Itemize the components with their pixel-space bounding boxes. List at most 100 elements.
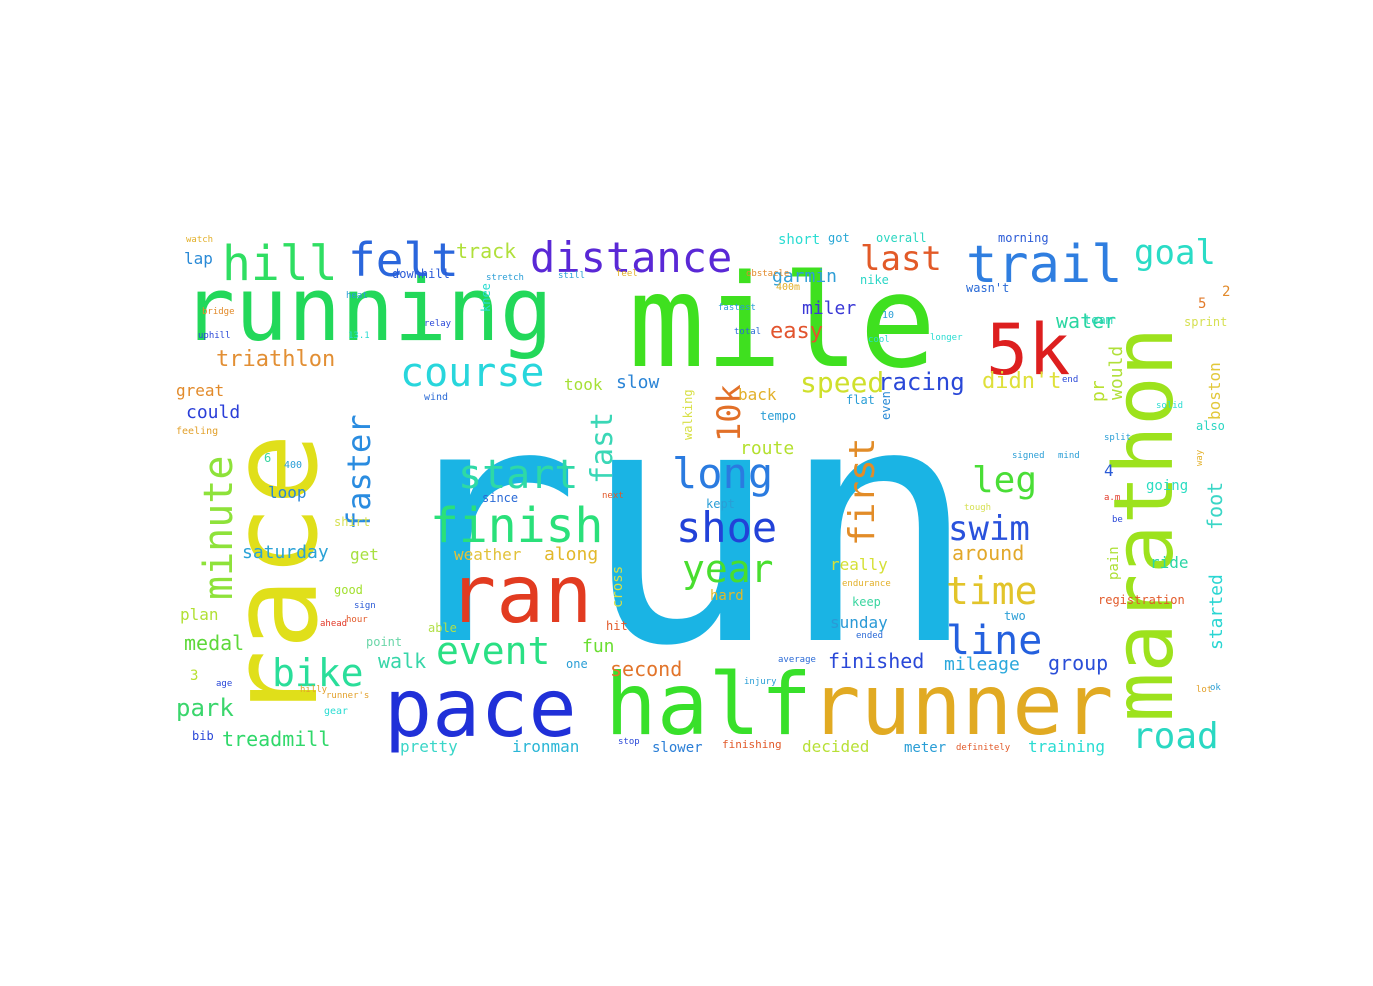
word-started: started (1206, 574, 1227, 650)
word-track: track (456, 239, 516, 263)
word-start: start (458, 452, 578, 498)
word-team: team (1084, 313, 1113, 327)
word-around: around (952, 541, 1024, 565)
word-average: average (778, 655, 816, 665)
word-ok: ok (1210, 683, 1221, 693)
word-hill: hill (222, 236, 338, 292)
word-a-m: a.m (1104, 493, 1120, 503)
word-meter: meter (904, 740, 946, 756)
word-ironman: ironman (512, 737, 579, 756)
word-first: first (842, 438, 883, 546)
word-way: way (1195, 449, 1205, 466)
word-feeling: feeling (176, 426, 218, 437)
word-along: along (544, 544, 598, 565)
word-run: run (382, 334, 978, 718)
word-would: would (1106, 346, 1127, 400)
word-6: 6 (264, 451, 271, 465)
word-race: race (206, 433, 345, 722)
word-half: half (605, 655, 812, 755)
word-runner: runner (810, 656, 1113, 754)
word-decided: decided (802, 737, 869, 756)
word-got: got (828, 231, 850, 245)
word-park: park (176, 694, 234, 722)
word-long: long (672, 449, 773, 498)
word-triathlon: triathlon (216, 347, 335, 372)
word-obstacle: obstacle (746, 269, 789, 279)
word-solid: solid (1156, 401, 1183, 411)
word-one: one (566, 657, 588, 671)
word-shirt: shirt (334, 515, 370, 529)
word-good: good (334, 583, 363, 597)
word-mileage: mileage (944, 654, 1020, 675)
word-speed: speed (800, 366, 884, 399)
word-event: event (436, 629, 550, 673)
word-hilly: hilly (300, 685, 328, 695)
word-walk: walk (378, 649, 426, 673)
word-hour: hour (346, 615, 368, 625)
word-lap: lap (184, 249, 213, 268)
word-injury: injury (744, 677, 777, 687)
word-fast: fast (585, 412, 620, 484)
word-sunday: sunday (830, 613, 888, 632)
word-kept: kept (706, 497, 735, 511)
word-gear: gear (324, 706, 348, 717)
word-cross: cross (610, 566, 626, 608)
word-foot: foot (1203, 482, 1227, 530)
word-overall: overall (876, 231, 927, 245)
word-slow: slow (616, 372, 660, 393)
word-group: group (1048, 651, 1108, 675)
word-get: get (350, 545, 379, 564)
word-ahead: ahead (320, 619, 347, 629)
word-point: point (366, 635, 402, 649)
word-took: took (564, 375, 603, 394)
word-uphill: uphill (198, 331, 231, 341)
word-runner-s: runner's (326, 691, 369, 701)
word-morning: morning (998, 231, 1049, 245)
word-watch: watch (186, 235, 213, 245)
word-even: even (879, 391, 893, 420)
word-cool: cool (868, 335, 890, 345)
word-sprint: sprint (1184, 315, 1227, 329)
word-10k: 10k (710, 384, 748, 442)
word-mile: mile (628, 248, 936, 397)
word-flat: flat (846, 393, 875, 407)
word-wind: wind (424, 392, 448, 403)
word-year: year (682, 547, 774, 591)
word-training: training (1028, 737, 1105, 756)
word-end: end (1062, 375, 1078, 385)
word-racing: racing (878, 368, 965, 396)
word-feel: feel (616, 269, 638, 279)
word-swim: swim (948, 509, 1030, 549)
word-road: road (1132, 716, 1219, 757)
word-tough: tough (964, 503, 991, 513)
word-two: two (1004, 609, 1026, 623)
word-fun: fun (582, 636, 615, 657)
word-easy: easy (770, 319, 823, 344)
word-second: second (610, 657, 682, 681)
word-bib: bib (192, 729, 214, 743)
word-knee: knee (479, 283, 493, 312)
word-13-1: 13.1 (348, 331, 370, 341)
word-400m: 400m (776, 282, 800, 293)
word-2: 2 (1222, 284, 1230, 300)
word-water: water (1056, 309, 1116, 333)
word-ended: ended (856, 631, 883, 641)
word-downhill: downhill (392, 267, 450, 281)
word-short: short (778, 232, 820, 248)
word-goal: goal (1134, 233, 1216, 273)
word-garmin: garmin (772, 266, 837, 287)
word-registration: registration (1098, 593, 1185, 607)
word-heat: heat (346, 291, 368, 301)
word-last: last (860, 239, 942, 279)
word-10: 10 (882, 310, 894, 321)
word-finishing: finishing (722, 738, 782, 751)
word-longer: longer (930, 333, 963, 343)
word-since: since (482, 491, 518, 505)
word-bike: bike (272, 651, 364, 695)
word-treadmill: treadmill (222, 727, 330, 751)
word-hard: hard (710, 588, 744, 604)
word-bridge: bridge (202, 307, 235, 317)
word-running: running (182, 258, 553, 361)
word-plan: plan (180, 605, 219, 624)
